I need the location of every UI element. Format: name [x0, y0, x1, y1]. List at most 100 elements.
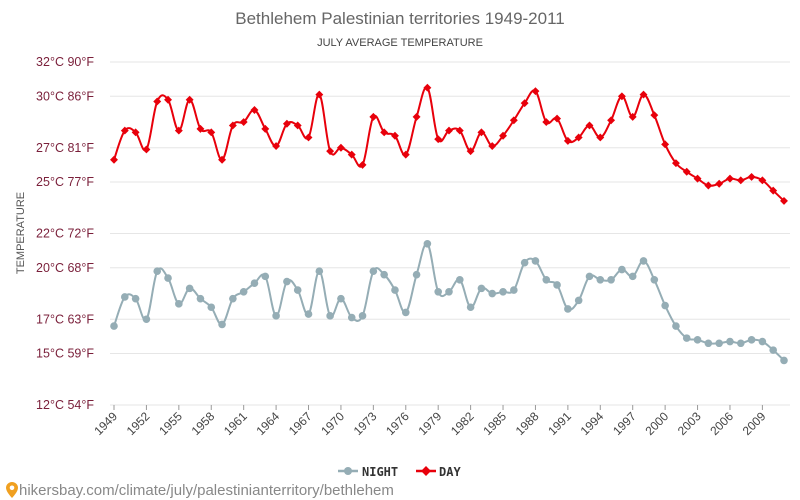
data-point-day[interactable] [336, 143, 345, 152]
data-point-night[interactable] [607, 276, 615, 284]
data-point-day[interactable] [380, 128, 389, 137]
data-point-day[interactable] [358, 160, 367, 169]
data-point-night[interactable] [758, 337, 767, 346]
data-point-day[interactable] [531, 87, 540, 96]
data-point-day[interactable] [596, 133, 605, 142]
data-point-day[interactable] [412, 112, 421, 121]
data-point-night[interactable] [207, 303, 216, 312]
watermark-url[interactable]: hikersbay.com/climate/july/palestiniante… [19, 482, 394, 499]
data-point-night[interactable] [185, 284, 194, 293]
data-point-day[interactable] [207, 128, 216, 137]
data-point-day[interactable] [153, 97, 162, 106]
data-point-day[interactable] [218, 155, 227, 164]
data-point-day[interactable] [704, 181, 713, 190]
data-point-night[interactable] [175, 300, 183, 308]
data-point-day[interactable] [736, 176, 745, 185]
data-point-night[interactable] [121, 293, 129, 301]
data-point-day[interactable] [758, 176, 767, 185]
data-point-day[interactable] [142, 145, 151, 154]
data-point-night[interactable] [293, 286, 302, 294]
data-point-night[interactable] [445, 288, 453, 296]
data-point-night[interactable] [358, 312, 367, 320]
data-point-night[interactable] [337, 294, 345, 303]
data-point-night[interactable] [531, 257, 540, 265]
data-point-day[interactable] [661, 140, 670, 149]
data-point-day[interactable] [110, 155, 118, 164]
data-point-day[interactable] [272, 142, 281, 150]
data-point-night[interactable] [693, 336, 702, 344]
data-point-night[interactable] [715, 339, 723, 348]
data-point-day[interactable] [499, 131, 507, 140]
legend[interactable]: NIGHT DAY [338, 465, 461, 479]
watermark[interactable]: hikersbay.com/climate/july/palestiniante… [6, 482, 394, 499]
data-point-day[interactable] [715, 179, 724, 188]
data-point-night[interactable] [412, 270, 421, 279]
data-point-night[interactable] [261, 272, 270, 281]
data-point-day[interactable] [326, 147, 335, 156]
data-point-night[interactable] [628, 272, 637, 281]
data-point-night[interactable] [391, 286, 399, 294]
data-point-night[interactable] [726, 337, 734, 346]
data-point-night[interactable] [488, 289, 497, 298]
data-point-night[interactable] [747, 336, 756, 344]
data-point-day[interactable] [574, 133, 583, 142]
data-point-day[interactable] [196, 124, 205, 133]
data-point-day[interactable] [369, 112, 378, 121]
data-point-night[interactable] [477, 284, 486, 293]
data-point-night[interactable] [639, 257, 648, 265]
data-point-day[interactable] [239, 118, 248, 126]
data-point-day[interactable] [347, 150, 356, 159]
data-point-day[interactable] [293, 121, 302, 130]
data-point-night[interactable] [585, 272, 594, 281]
data-point-night[interactable] [315, 267, 324, 276]
data-point-day[interactable] [304, 133, 313, 142]
data-point-night[interactable] [164, 274, 172, 282]
data-point-day[interactable] [671, 159, 680, 168]
data-point-day[interactable] [542, 118, 551, 126]
data-point-night[interactable] [196, 294, 205, 303]
data-point-night[interactable] [499, 288, 507, 296]
data-point-night[interactable] [596, 276, 605, 284]
data-point-day[interactable] [769, 186, 778, 195]
data-point-day[interactable] [563, 136, 572, 145]
data-point-day[interactable] [650, 111, 659, 120]
data-point-night[interactable] [661, 301, 669, 310]
data-point-night[interactable] [283, 277, 291, 286]
legend-item-day[interactable]: DAY [416, 465, 461, 479]
data-point-night[interactable] [704, 339, 713, 348]
data-point-night[interactable] [131, 294, 140, 303]
legend-item-night[interactable]: NIGHT [338, 465, 398, 479]
data-point-night[interactable] [369, 267, 378, 276]
data-point-day[interactable] [434, 135, 443, 144]
data-point-night[interactable] [434, 288, 442, 296]
data-point-day[interactable] [488, 142, 497, 150]
data-point-night[interactable] [250, 279, 259, 288]
data-point-night[interactable] [650, 276, 659, 284]
data-point-night[interactable] [574, 296, 583, 305]
data-point-day[interactable] [747, 172, 756, 181]
data-point-day[interactable] [477, 128, 486, 137]
data-point-night[interactable] [520, 258, 529, 267]
data-point-night[interactable] [401, 308, 410, 317]
data-point-night[interactable] [272, 312, 280, 320]
data-point-night[interactable] [229, 294, 237, 303]
data-point-day[interactable] [607, 116, 616, 125]
data-point-day[interactable] [131, 128, 140, 137]
data-point-night[interactable] [618, 265, 626, 274]
data-point-night[interactable] [347, 313, 356, 322]
data-point-night[interactable] [153, 267, 162, 276]
data-point-night[interactable] [769, 346, 777, 354]
data-point-day[interactable] [726, 174, 734, 183]
data-point-night[interactable] [456, 276, 464, 284]
data-point-night[interactable] [553, 281, 561, 289]
data-point-night[interactable] [142, 315, 151, 324]
data-point-night[interactable] [780, 356, 788, 365]
data-point-night[interactable] [542, 276, 551, 284]
data-point-day[interactable] [391, 131, 399, 140]
data-point-night[interactable] [380, 270, 388, 279]
data-point-night[interactable] [304, 310, 313, 318]
data-point-night[interactable] [564, 305, 572, 313]
data-point-night[interactable] [423, 239, 432, 248]
data-point-day[interactable] [261, 124, 270, 133]
data-point-night[interactable] [736, 339, 745, 348]
